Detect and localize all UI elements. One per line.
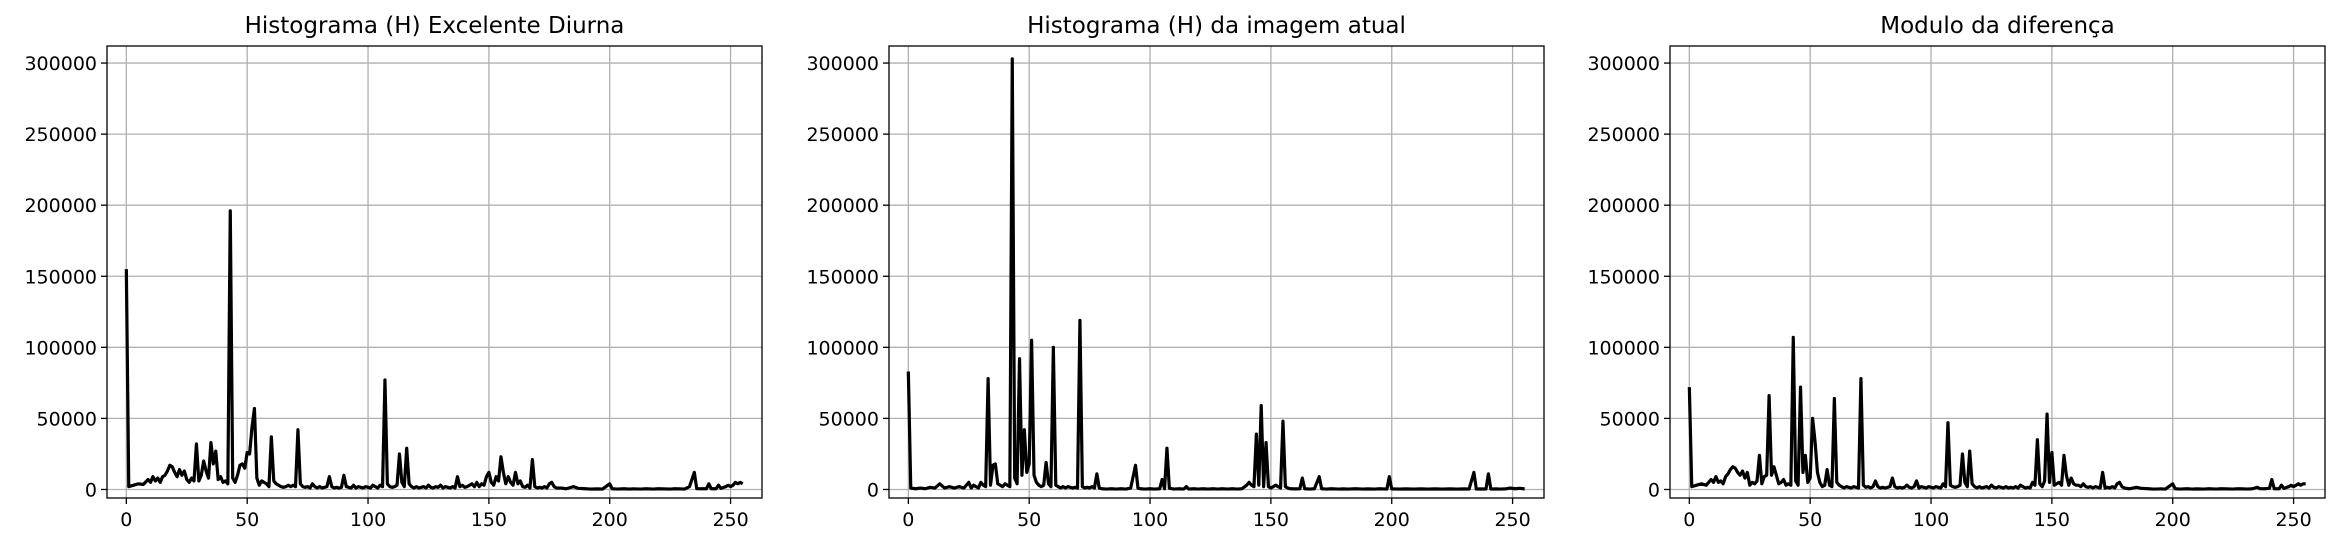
chart-title-histograma-h-da-imagem-atual: Histograma (H) da imagem atual: [1027, 13, 1406, 39]
x-tick-label: 50: [235, 509, 259, 531]
y-tick-label: 0: [1648, 479, 1660, 501]
x-tick-label: 150: [471, 509, 507, 531]
x-tick-label: 100: [1913, 509, 1949, 531]
y-tick-label: 250000: [24, 124, 97, 146]
y-tick-label: 50000: [819, 408, 879, 430]
y-tick-label: 150000: [24, 266, 97, 288]
x-tick-label: 150: [1253, 509, 1289, 531]
x-tick-label: 100: [1132, 509, 1168, 531]
x-tick-label: 200: [1374, 509, 1410, 531]
x-tick-label: 200: [2155, 509, 2191, 531]
x-tick-label: 0: [120, 509, 132, 531]
y-tick-label: 250000: [806, 124, 879, 146]
series-line-1: [1687, 335, 2306, 491]
x-tick-label: 200: [592, 509, 628, 531]
y-tick-label: 0: [85, 479, 97, 501]
y-tick-label: 200000: [806, 195, 879, 217]
panel-1: 0 50 100 150 200 250 0 50000 100000 150000 200000 2…: [24, 13, 763, 531]
plot-frame: [1669, 45, 2326, 499]
panel-3: 0 50 100 150 200 250 0 50000 100000 150000 200000 2…: [1587, 13, 2326, 531]
y-tick-label: 200000: [1587, 195, 1660, 217]
plot-frame: [888, 45, 1545, 499]
y-tick-label: 100000: [1587, 337, 1660, 359]
x-tick-label: 150: [2034, 509, 2070, 531]
y-tick-label: 50000: [1600, 408, 1660, 430]
y-tick-label: 150000: [1587, 266, 1660, 288]
x-tick-label: 100: [350, 509, 386, 531]
x-tick-label: 50: [1017, 509, 1041, 531]
y-tick-label: 200000: [24, 195, 97, 217]
x-tick-label: 0: [1683, 509, 1695, 531]
y-tick-label: 50000: [37, 408, 97, 430]
y-tick-label: 0: [867, 479, 879, 501]
y-tick-label: 300000: [1587, 53, 1660, 75]
chart-title-histograma-h-excelente-diurna: Histograma (H) Excelente Diurna: [245, 13, 625, 39]
series-line-1: [124, 209, 744, 491]
y-tick-label: 250000: [1587, 124, 1660, 146]
y-tick-label: 300000: [806, 53, 879, 75]
chart-title-modulo-da-diferenca: Modulo da diferença: [1880, 13, 2115, 39]
x-tick-label: 50: [1798, 509, 1822, 531]
plot-frame: [106, 45, 763, 499]
y-tick-label: 150000: [806, 266, 879, 288]
panel-2: 0 50 100 150 200 250 0 50000 100000 150000 200000 2…: [806, 13, 1545, 531]
x-tick-label: 250: [712, 509, 748, 531]
x-tick-label: 250: [2275, 509, 2311, 531]
x-tick-label: 0: [902, 509, 914, 531]
series-line-1: [906, 57, 1525, 491]
y-tick-label: 100000: [806, 337, 879, 359]
x-tick-label: 250: [1494, 509, 1530, 531]
y-tick-label: 100000: [24, 337, 97, 359]
y-tick-label: 300000: [24, 53, 97, 75]
